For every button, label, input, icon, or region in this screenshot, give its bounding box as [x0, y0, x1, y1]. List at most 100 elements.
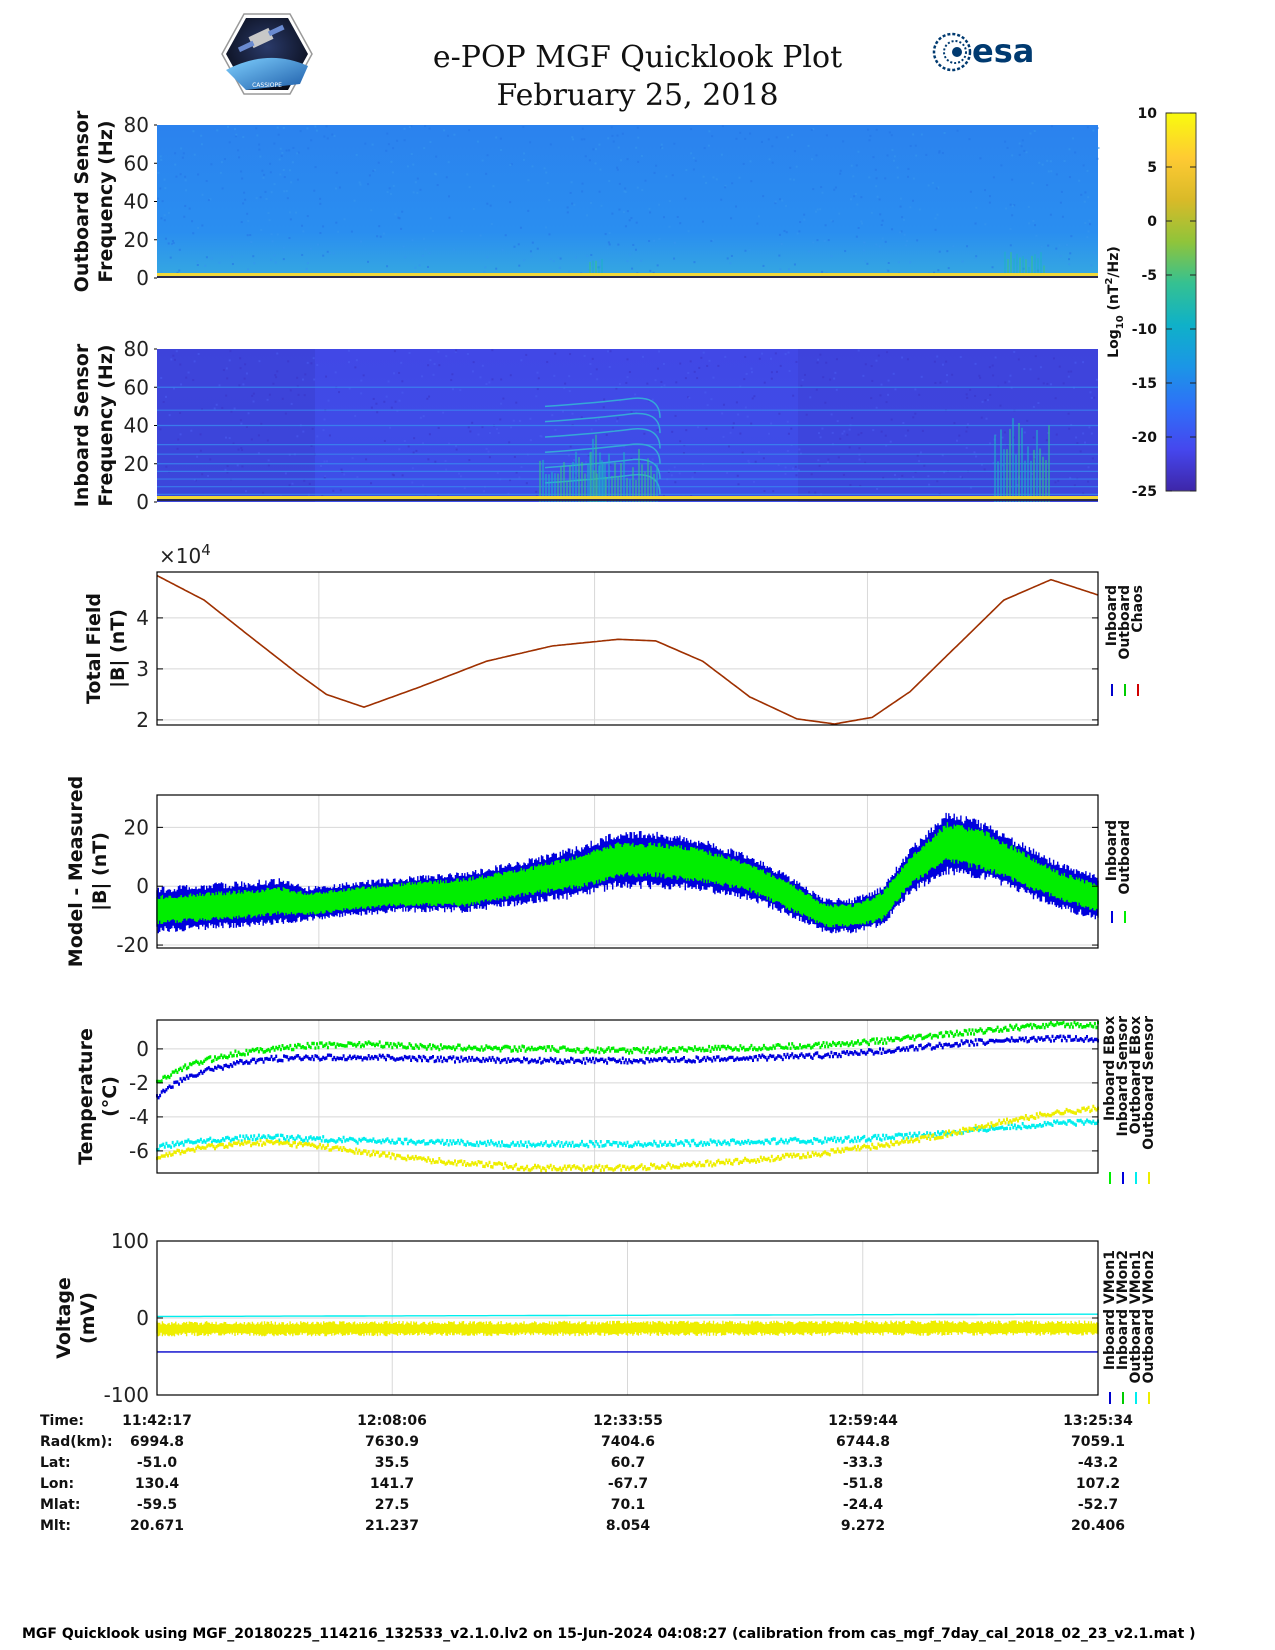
legend-label: Inboard VMon2 [1115, 1250, 1131, 1370]
spectrogram-noise-pixel [319, 197, 322, 200]
spectrogram-noise-pixel [793, 263, 796, 266]
spectrogram-noise-pixel [549, 258, 552, 261]
spectrogram-noise-pixel [706, 364, 709, 367]
spectrogram-noise-pixel [288, 484, 291, 487]
orbit-row-label: Mlt: [40, 1518, 71, 1534]
spectrogram-noise-pixel [1000, 164, 1003, 167]
spectrogram-noise-pixel [770, 371, 773, 374]
outboard-spectrogram-image [157, 125, 1098, 278]
spectrogram-noise-pixel [835, 388, 838, 391]
spectrogram-noise-pixel [196, 455, 199, 458]
spectrogram-noise-pixel [1046, 159, 1049, 162]
spectrogram-noise-pixel [1068, 176, 1071, 179]
spectrogram-noise-pixel [396, 139, 399, 142]
spectrogram-noise-pixel [319, 232, 322, 235]
spectrogram-noise-pixel [875, 359, 878, 362]
spectrogram-noise-pixel [743, 378, 746, 381]
colorbar-tick-label: 0 [1147, 214, 1157, 230]
spectrogram-noise-pixel [786, 449, 789, 452]
spectrogram-noise-pixel [303, 479, 306, 482]
series-line-inboard-ebox [156, 1020, 1099, 1084]
spectrogram-noise-pixel [1038, 161, 1041, 164]
spectrogram-noise-pixel [795, 474, 798, 477]
spectrogram-noise-pixel [353, 199, 356, 202]
spectrogram-noise-pixel [522, 126, 525, 129]
spectrogram-noise-pixel [594, 148, 597, 151]
spectrogram-noise-pixel [201, 193, 204, 196]
spectrogram-noise-pixel [925, 153, 928, 156]
spectrogram-noise-pixel [864, 363, 867, 366]
spectrogram-noise-pixel [471, 370, 474, 373]
spectrogram-noise-pixel [830, 255, 833, 258]
orbit-value: -33.3 [843, 1455, 883, 1471]
spectrogram-noise-pixel [358, 181, 361, 184]
spectrogram-noise-pixel [751, 397, 754, 400]
spectrogram-noise-pixel [323, 418, 326, 421]
spectrogram-noise-pixel [269, 171, 272, 174]
spectrogram-noise-pixel [548, 199, 551, 202]
spectrogram-noise-pixel [769, 357, 772, 360]
spectrogram-noise-pixel [401, 380, 404, 383]
spectrogram-noise-pixel [736, 474, 739, 477]
spectrogram-noise-pixel [548, 233, 551, 236]
spectrogram-noise-pixel [881, 219, 884, 222]
spectrogram-noise-pixel [197, 352, 200, 355]
spectrogram-noise-pixel [190, 429, 193, 432]
spectrogram-noise-pixel [205, 179, 208, 182]
spectrogram-noise-pixel [244, 198, 247, 201]
spectrogram-noise-pixel [279, 147, 282, 150]
spectrogram-noise-pixel [941, 454, 944, 457]
spectrogram-noise-pixel [285, 149, 288, 152]
spectrogram-noise-pixel [432, 229, 435, 232]
spectrogram-noise-pixel [692, 168, 695, 171]
spectrogram-noise-pixel [1050, 125, 1053, 128]
spectrogram-noise-pixel [617, 243, 620, 246]
spectrogram-noise-pixel [356, 476, 359, 479]
spectrogram-noise-pixel [884, 434, 887, 437]
spectrogram-noise-pixel [257, 452, 260, 455]
y-tick-label: 0 [136, 490, 149, 514]
orbit-value: 6744.8 [836, 1434, 890, 1450]
spectrogram-noise-pixel [839, 172, 842, 175]
spectrogram-noise-pixel [628, 371, 631, 374]
spectrogram-noise-pixel [687, 371, 690, 374]
spectrogram-noise-pixel [509, 479, 512, 482]
spectrogram-noise-pixel [901, 356, 904, 359]
spectrogram-noise-pixel [313, 378, 316, 381]
spectrogram-noise-pixel [398, 399, 401, 402]
spectrogram-noise-pixel [447, 161, 450, 164]
spectrogram-noise-pixel [857, 349, 860, 352]
spectrogram-noise-pixel [386, 265, 389, 268]
spectrogram-noise-pixel [238, 384, 241, 387]
spectrogram-noise-pixel [557, 256, 560, 259]
spectrogram-noise-pixel [591, 357, 594, 360]
spectrogram-noise-pixel [760, 140, 763, 143]
spectrogram-noise-pixel [816, 361, 819, 364]
spectrogram-noise-pixel [566, 206, 569, 209]
spectrogram-noise-pixel [416, 191, 419, 194]
spectrogram-noise-pixel [731, 426, 734, 429]
spectrogram-noise-pixel [605, 433, 608, 436]
spectrogram-noise-pixel [177, 438, 180, 441]
spectrogram-noise-pixel [241, 449, 244, 452]
spectrogram-noise-pixel [810, 473, 813, 476]
spectrogram-noise-pixel [729, 262, 732, 265]
spectrogram-noise-pixel [821, 427, 824, 430]
spectrogram-noise-pixel [886, 351, 889, 354]
spectrogram-noise-pixel [244, 363, 247, 366]
spectrogram-noise-pixel [1003, 431, 1006, 434]
spectrogram-noise-pixel [693, 261, 696, 264]
spectrogram-noise-pixel [382, 232, 385, 235]
spectrogram-noise-pixel [306, 262, 309, 265]
spectrogram-noise-pixel [172, 242, 175, 245]
spectrogram-noise-pixel [414, 266, 417, 269]
spectrogram-noise-pixel [1050, 383, 1053, 386]
spectrogram-noise-pixel [531, 241, 534, 244]
spectrogram-noise-pixel [625, 381, 628, 384]
spectrogram-noise-pixel [850, 164, 853, 167]
spectrogram-noise-pixel [390, 160, 393, 163]
spectrogram-noise-pixel [510, 163, 513, 166]
spectrogram-noise-pixel [730, 254, 733, 257]
orbit-value: 20.406 [1071, 1518, 1125, 1534]
spectrogram-noise-pixel [372, 397, 375, 400]
